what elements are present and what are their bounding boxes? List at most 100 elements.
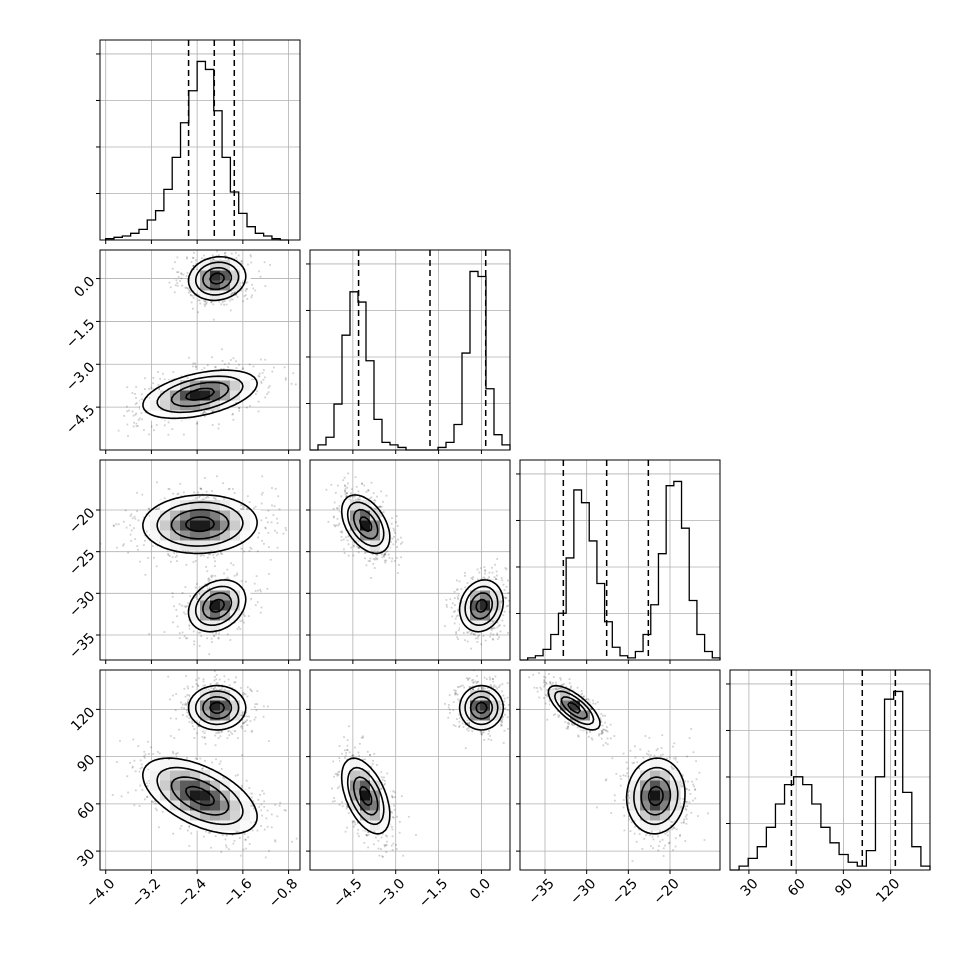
- sample-point: [292, 372, 295, 375]
- sample-point: [141, 418, 143, 421]
- sample-point: [241, 725, 243, 728]
- sample-point: [381, 556, 384, 559]
- sample-point: [217, 730, 220, 733]
- sample-point: [141, 398, 143, 401]
- panel-frame: [99, 39, 301, 241]
- sample-point: [338, 510, 341, 513]
- sample-point: [364, 550, 367, 553]
- sample-point: [498, 624, 501, 627]
- sample-point: [500, 601, 503, 603]
- sample-point: [250, 690, 253, 693]
- sample-point: [226, 576, 229, 579]
- sample-point: [347, 554, 350, 557]
- sample-point: [191, 685, 194, 688]
- sample-point: [340, 535, 343, 538]
- sample-point: [367, 489, 370, 492]
- sample-point: [213, 556, 215, 559]
- sample-point: [181, 604, 183, 607]
- sample-point: [152, 382, 154, 385]
- density-cell: [490, 580, 501, 591]
- sample-point: [180, 277, 183, 280]
- density-cell: [230, 500, 241, 511]
- sample-point: [145, 410, 148, 412]
- sample-point: [267, 532, 270, 534]
- sample-point: [284, 377, 287, 380]
- sample-point: [184, 550, 187, 553]
- density-cell: [470, 590, 481, 601]
- sample-point: [223, 252, 226, 255]
- sample-point: [358, 546, 360, 549]
- density-cell: [150, 510, 161, 521]
- sample-point: [174, 284, 177, 287]
- sample-point: [189, 290, 192, 293]
- sample-point: [488, 571, 491, 574]
- sample-point: [202, 412, 205, 415]
- sample-point: [258, 532, 260, 534]
- sample-point: [193, 251, 195, 254]
- density-cell: [360, 510, 371, 521]
- sample-point: [229, 731, 232, 734]
- sample-point: [186, 637, 189, 640]
- sample-point: [143, 377, 146, 380]
- sample-point: [241, 727, 244, 730]
- sample-point: [188, 695, 191, 698]
- sample-point: [214, 366, 217, 368]
- density-cell: [170, 540, 181, 551]
- sample-point: [255, 575, 258, 577]
- sample-point: [399, 536, 402, 539]
- sample-point: [395, 515, 398, 517]
- sample-point: [168, 281, 171, 284]
- sample-point: [169, 717, 172, 720]
- sample-point: [186, 685, 189, 688]
- sample-point: [200, 487, 203, 490]
- sample-point: [379, 505, 382, 508]
- density-cell: [220, 590, 231, 601]
- sample-point: [476, 640, 479, 643]
- sample-point: [223, 363, 226, 366]
- density-cell: [170, 510, 181, 521]
- sample-point: [357, 498, 359, 501]
- sample-point: [126, 386, 129, 389]
- sample-point: [382, 554, 385, 557]
- sample-point: [344, 536, 347, 539]
- sample-point: [234, 681, 237, 683]
- sample-point: [144, 573, 147, 576]
- density-cell: [160, 540, 171, 551]
- sample-point: [206, 587, 209, 590]
- sample-point: [223, 498, 225, 500]
- density-cell: [170, 400, 181, 411]
- joint-panel-0-3: [96, 669, 301, 874]
- density-cell: [210, 260, 221, 271]
- histogram-panel-3: [726, 669, 931, 874]
- density-cell: [200, 590, 211, 601]
- density-cell: [210, 540, 221, 551]
- panel-frame: [519, 459, 721, 661]
- sample-point: [354, 476, 357, 479]
- sample-point: [195, 366, 197, 369]
- density-cell: [210, 280, 221, 291]
- sample-point: [333, 524, 336, 527]
- sample-point: [176, 615, 178, 618]
- sample-point: [129, 515, 132, 517]
- sample-point: [135, 385, 138, 388]
- sample-point: [156, 371, 159, 373]
- sample-point: [342, 538, 345, 541]
- sample-point: [204, 477, 206, 479]
- sample-point: [491, 571, 494, 574]
- sample-point: [186, 701, 189, 704]
- sample-point: [500, 600, 503, 603]
- sample-point: [205, 565, 208, 568]
- sample-point: [224, 254, 226, 257]
- density-cell: [370, 510, 381, 521]
- sample-point: [249, 720, 252, 722]
- sample-point: [184, 606, 187, 608]
- sample-point: [344, 493, 347, 496]
- sample-point: [209, 550, 212, 553]
- density-cell: [460, 590, 471, 601]
- sample-point: [284, 378, 287, 381]
- sample-point: [217, 427, 220, 430]
- sample-point: [376, 557, 379, 560]
- sample-point: [340, 539, 343, 542]
- sample-point: [205, 490, 208, 493]
- sample-point: [250, 255, 252, 258]
